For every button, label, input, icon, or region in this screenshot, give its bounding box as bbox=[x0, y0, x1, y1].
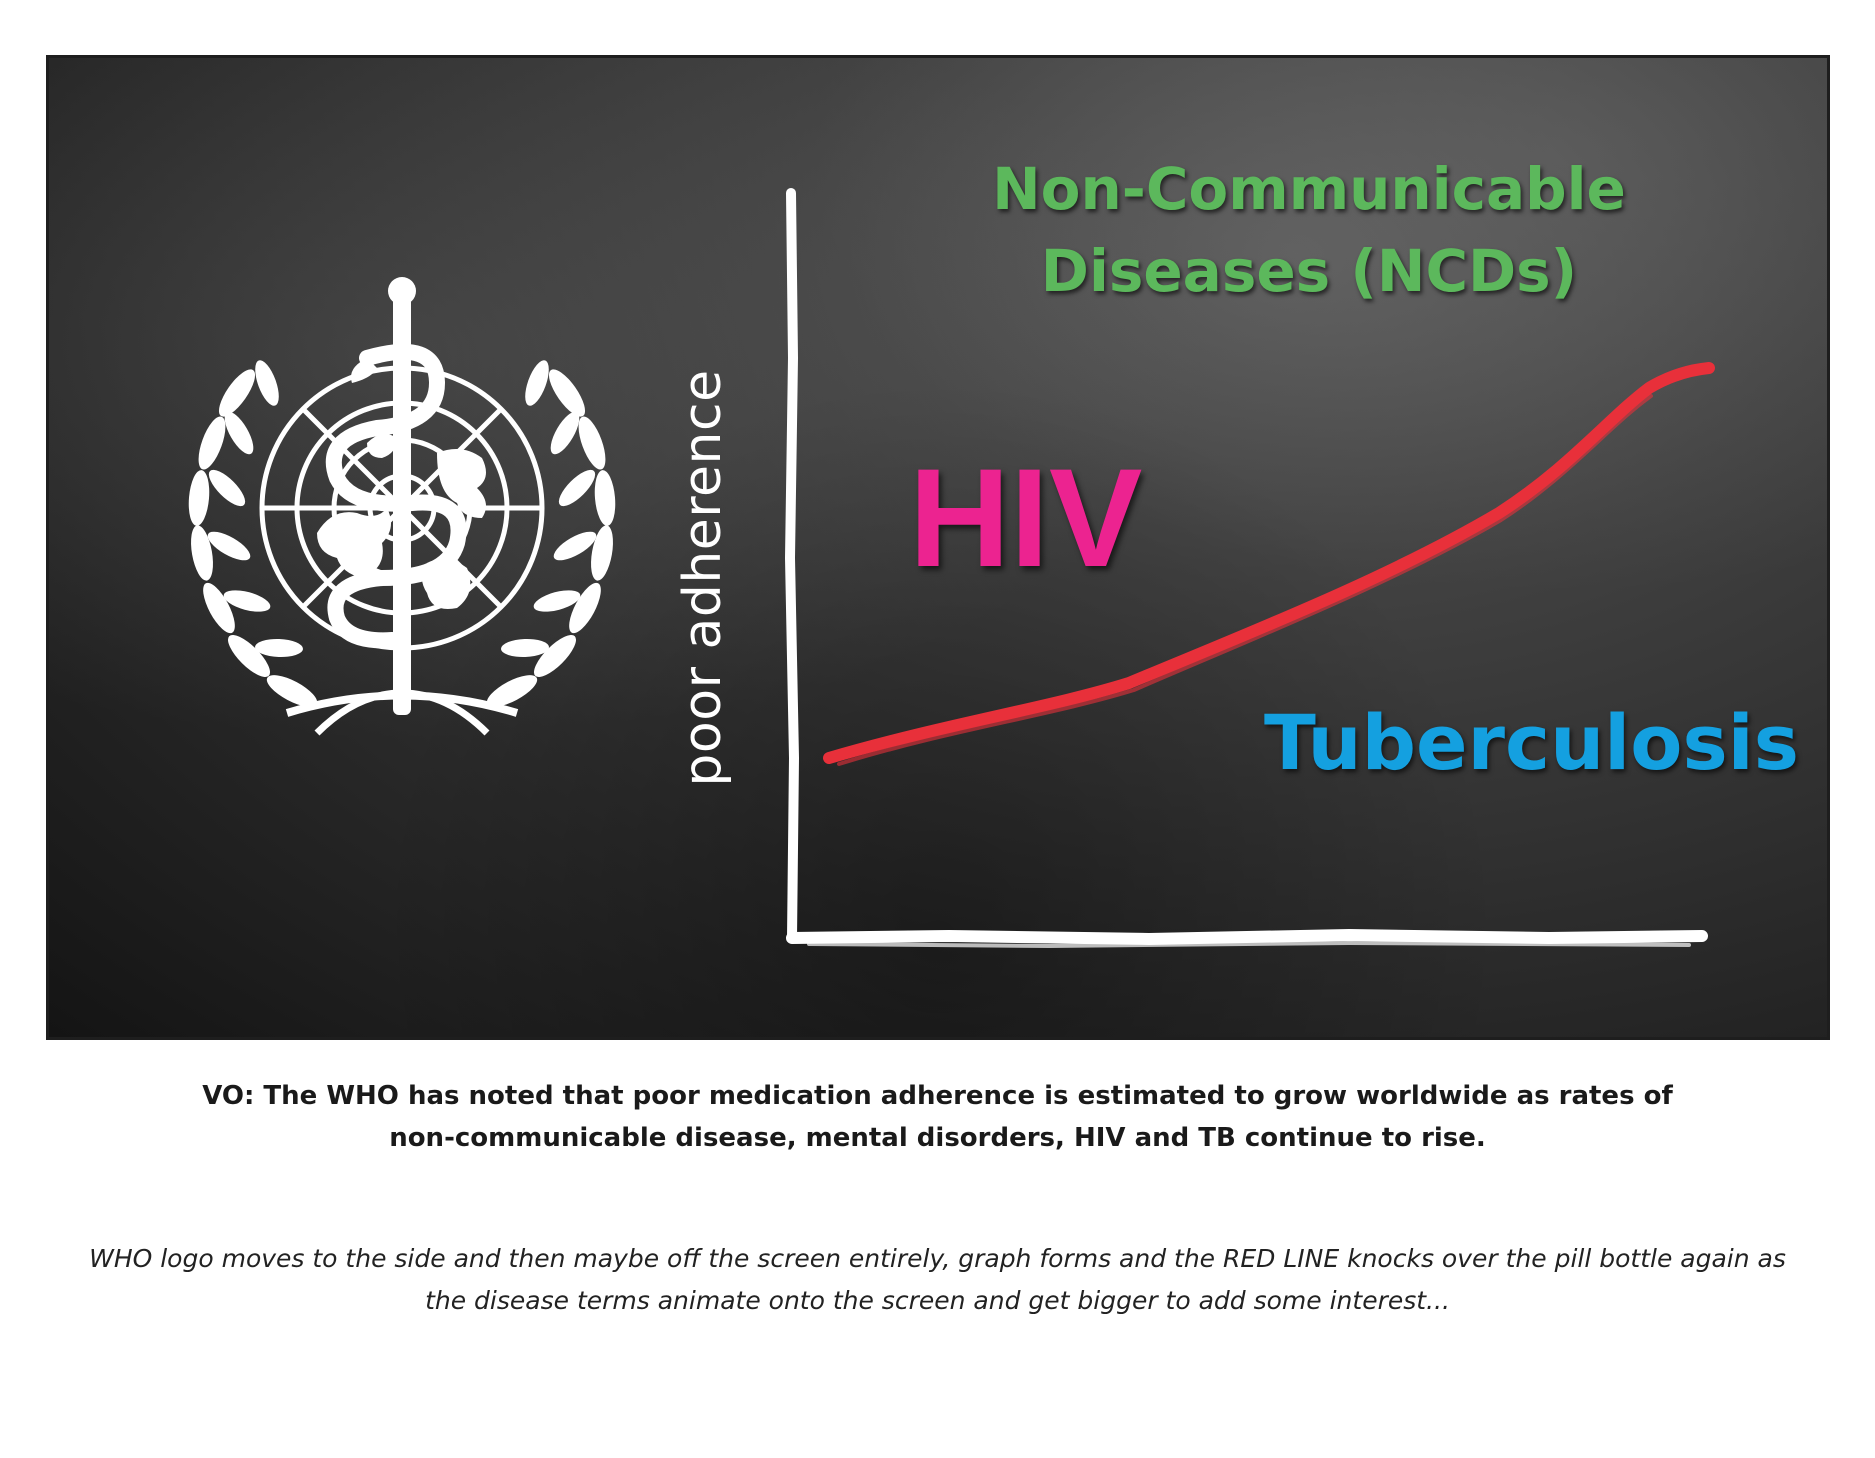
ncd-label: Non-Communicable Diseases (NCDs) bbox=[909, 148, 1709, 312]
hiv-label: HIV bbox=[909, 439, 1143, 596]
who-emblem-icon bbox=[188, 277, 618, 736]
adherence-graph bbox=[784, 188, 1715, 949]
voiceover-line2: non-communicable disease, mental disorde… bbox=[389, 1123, 1486, 1153]
voiceover-line1: VO: The WHO has noted that poor medicati… bbox=[202, 1081, 1673, 1111]
voiceover-caption: VO: The WHO has noted that poor medicati… bbox=[0, 1075, 1875, 1159]
x-axis-line-rough bbox=[807, 940, 1691, 949]
animation-direction-note: WHO logo moves to the side and then mayb… bbox=[40, 1238, 1835, 1322]
ncd-label-line2: Diseases (NCDs) bbox=[1040, 237, 1578, 305]
trend-line bbox=[823, 362, 1715, 764]
storyboard-panel: poor adherence Non-Communicable Diseases… bbox=[46, 55, 1830, 1040]
x-axis-line bbox=[786, 928, 1708, 946]
trend-line-rough bbox=[837, 394, 1653, 766]
y-axis-line bbox=[784, 188, 800, 943]
ncd-label-line1: Non-Communicable bbox=[992, 155, 1626, 223]
direction-line1: WHO logo moves to the side and then mayb… bbox=[89, 1244, 1786, 1273]
direction-line2: the disease terms animate onto the scree… bbox=[425, 1286, 1450, 1315]
tuberculosis-label: Tuberculosis bbox=[1264, 698, 1799, 787]
